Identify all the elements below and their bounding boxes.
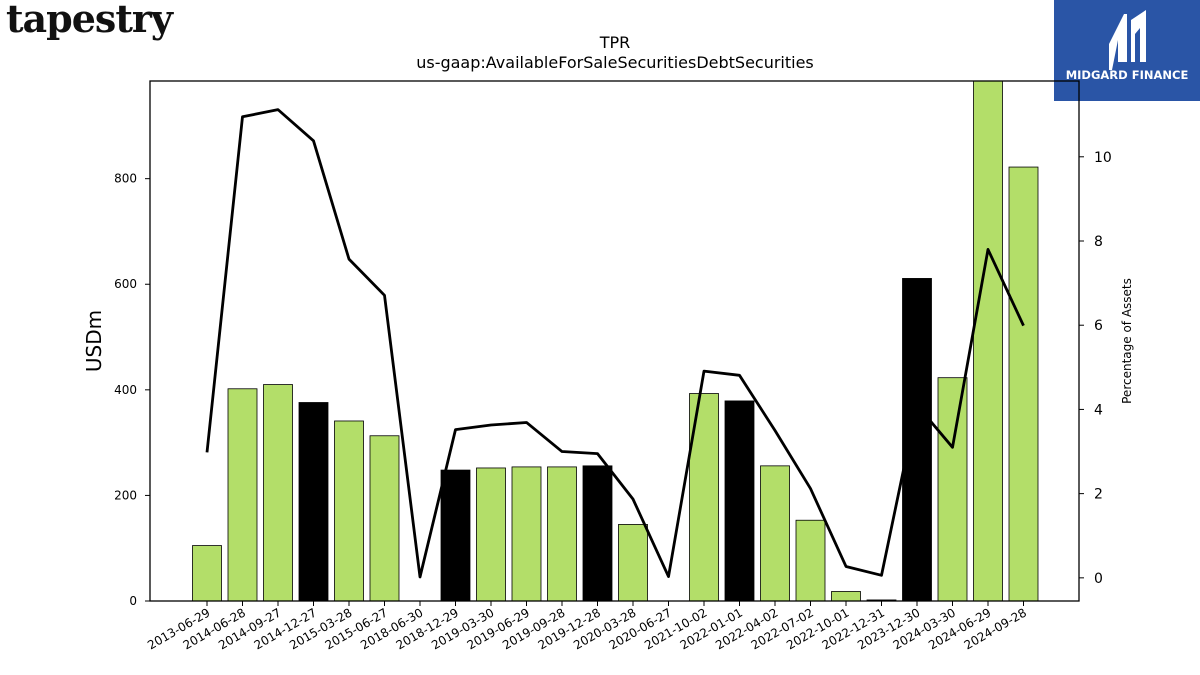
bar: [937, 377, 968, 602]
bars: [192, 80, 1039, 602]
y2-tick-label: 2: [1094, 487, 1103, 503]
bar: [760, 465, 790, 602]
bar: [298, 402, 329, 602]
y2-tick-label: 8: [1094, 234, 1103, 250]
left-axis: 0 200 400 600 800: [114, 172, 150, 608]
chart-subtitle: us-gaap:AvailableForSaleSecuritiesDebtSe…: [416, 53, 814, 72]
bar: [440, 469, 471, 602]
chart-title: TPR: [599, 33, 631, 52]
bar: [724, 400, 755, 602]
bar: [263, 384, 293, 602]
y2-axis-label: Percentage of Assets: [1120, 278, 1134, 404]
bar: [618, 524, 648, 602]
percentage-line: [205, 108, 1025, 579]
y2-tick-label: 6: [1094, 318, 1103, 334]
bar: [334, 420, 364, 602]
bar: [476, 467, 506, 602]
bar: [547, 466, 577, 602]
y-tick-label: 0: [129, 594, 137, 608]
bar: [973, 80, 1003, 602]
y-axis-label: USDm: [82, 310, 106, 372]
bar: [192, 545, 222, 602]
y-tick-label: 800: [114, 172, 137, 186]
y2-tick-label: 4: [1094, 402, 1103, 418]
bar: [582, 465, 613, 602]
line-series: [205, 108, 1025, 579]
midgard-mark-icon: [1109, 10, 1146, 70]
right-axis: 0 2 4 6 8 10: [1079, 150, 1112, 587]
logo-text: MIDGARD FINANCE: [1065, 68, 1189, 82]
bar: [369, 435, 400, 602]
y-tick-label: 600: [114, 277, 137, 291]
bar: [227, 388, 258, 602]
bar: [795, 519, 826, 602]
x-axis: 2013-06-292014-06-282014-09-272014-12-27…: [145, 601, 1029, 652]
bar: [902, 278, 932, 602]
brand-logo: tapestry: [6, 0, 173, 41]
midgard-finance-logo: MIDGARD FINANCE: [1054, 0, 1200, 101]
y-tick-label: 400: [114, 383, 137, 397]
y2-tick-label: 10: [1094, 150, 1112, 166]
bar: [511, 466, 542, 602]
y-tick-label: 200: [114, 488, 137, 502]
bar: [1008, 166, 1039, 602]
plot-frame: [149, 80, 1080, 602]
bar: [831, 591, 861, 602]
y2-tick-label: 0: [1094, 571, 1103, 587]
